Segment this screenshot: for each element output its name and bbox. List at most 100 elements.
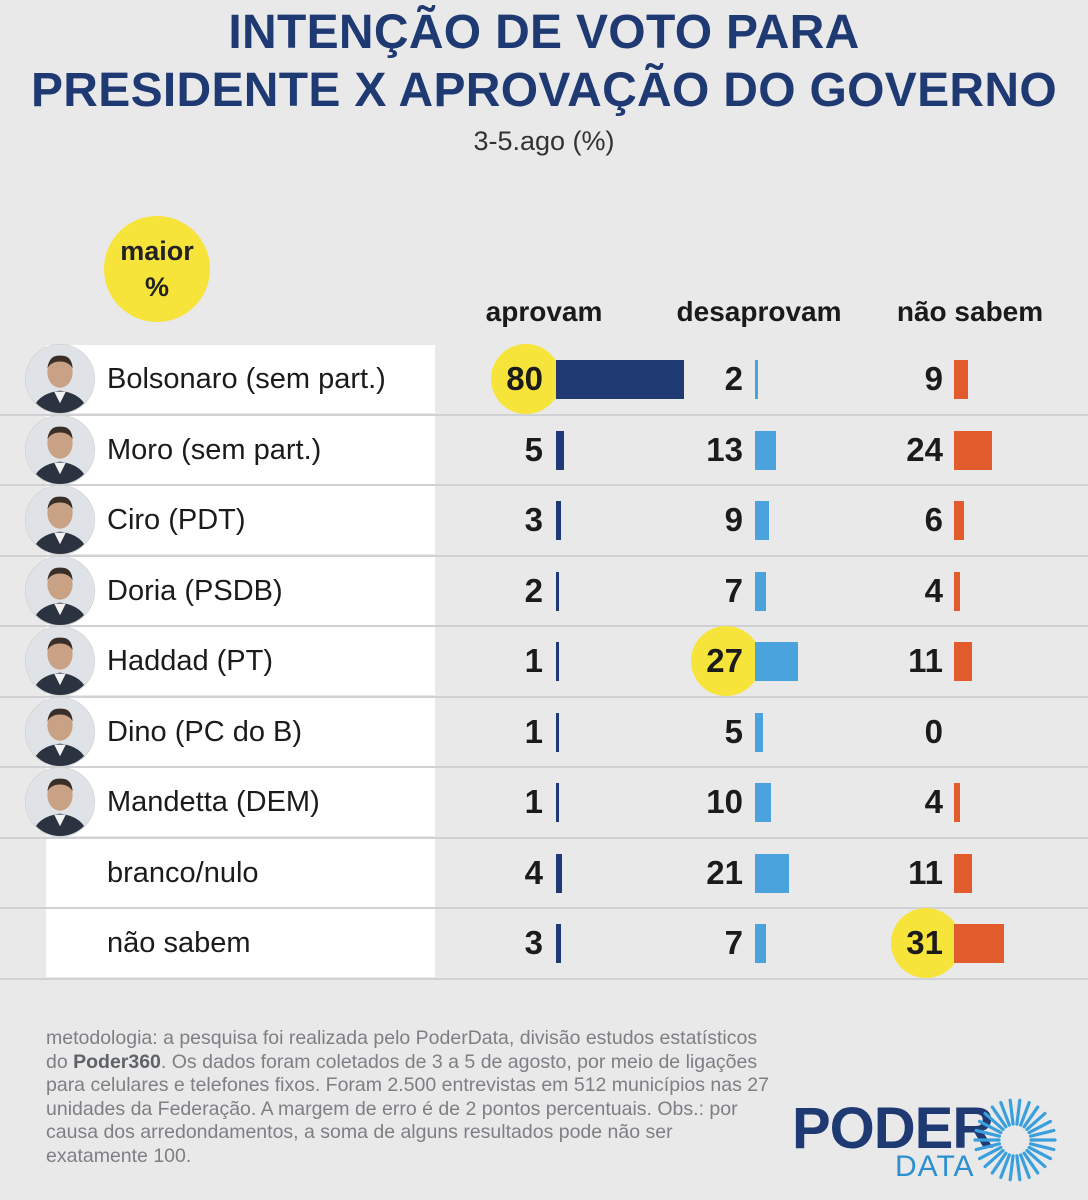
burst-ray [990,1151,1008,1175]
value-label-nao_sabem: 24 [906,430,943,468]
row-separator [0,484,1088,486]
burst-ray [983,1149,1005,1169]
burst-ray [1019,1100,1031,1127]
bar-aprovam [556,430,564,470]
avatar-hair [47,567,73,580]
bar-desaprovam [755,712,763,752]
row-label-background [46,627,435,695]
value-label-aprovam: 1 [524,642,543,679]
burst-ray [974,1128,1002,1138]
burst-ray [1028,1142,1056,1152]
bar-desaprovam [755,783,771,822]
row-separator [0,977,1088,980]
avatar-hair [47,355,73,369]
burst-ray [990,1105,1008,1129]
value-label-nao_sabem: 9 [924,360,943,397]
avatar-collar [54,814,66,827]
burst-ray [1015,1154,1022,1182]
avatar-hair [47,496,73,510]
row-label-background [46,486,435,554]
burst-ray [1022,1105,1040,1129]
burst-ray [983,1111,1005,1131]
bar-aprovam [556,924,561,963]
value-label-desaprovam: 2 [724,360,743,397]
person-silhouette-icon [26,486,94,554]
column-header-aprovam: aprovam [485,296,603,327]
poderdata-burst-icon [973,1098,1057,1182]
poderdata-logo-word-poder: PODER [792,1096,994,1161]
avatar-head [47,497,73,529]
row-label-background [46,768,435,836]
person-silhouette-icon [26,556,94,625]
row-label-background [46,838,435,907]
bar-aprovam [556,360,684,399]
person-silhouette-icon [26,415,94,484]
value-label-aprovam: 2 [524,571,543,609]
value-label-aprovam: 1 [524,712,543,750]
burst-ray [977,1119,1003,1135]
value-label-aprovam: 80 [506,360,543,397]
burst-ray [1028,1128,1056,1138]
results-table: Bolsonaro (sem part.) 80 2 9 Moro (sem part.… [0,344,1088,980]
row-label-background [46,415,435,484]
candidate-photo-avatar [25,696,95,767]
value-label-desaprovam: 10 [706,783,743,820]
candidate-label: branco/nulo [107,856,259,889]
burst-ray [1015,1098,1022,1126]
methodology-note: metodologia: a pesquisa foi realizada pe… [46,1027,776,1169]
avatar-hair [47,708,73,721]
bar-aprovam [556,853,563,893]
value-label-nao_sabem: 11 [908,642,943,679]
bar-aprovam [556,571,560,611]
burst-ray [1008,1154,1015,1182]
value-label-aprovam: 4 [524,853,543,891]
bar-desaprovam [755,501,770,540]
value-label-desaprovam: 13 [706,430,743,468]
column-header-nao-sabem: não sabem [896,296,1044,327]
row-separator [0,836,1088,839]
avatar-head [47,779,73,811]
bar-desaprovam [755,430,776,470]
row-separator [0,695,1088,698]
person-silhouette-icon [26,768,94,836]
row-separator [0,554,1088,557]
methodology-text-2: . Os dados foram coletados de 3 a 5 de a… [46,1050,769,1167]
row-separator [0,625,1088,627]
avatar-collar [54,391,66,404]
highlight-legend-badge: maior % [104,216,210,322]
burst-ray [999,1153,1011,1180]
value-label-desaprovam: 27 [706,642,743,679]
burst-ray [1027,1119,1053,1135]
avatar-hair [47,637,73,651]
burst-ray [999,1100,1011,1127]
row-label-background [46,697,435,766]
avatar-hair [47,426,73,439]
value-label-nao_sabem: 4 [924,571,943,609]
column-header-desaprovam: desaprovam [676,296,842,327]
row-label-background [46,909,435,977]
bar-desaprovam [755,924,767,963]
bar-nao_sabem [954,571,961,611]
avatar-collar [54,744,66,756]
bar-desaprovam [755,571,767,611]
row-separator [0,413,1088,416]
methodology-brand: Poder360 [73,1050,161,1073]
candidate-label: Haddad (PT) [107,645,274,677]
value-label-nao_sabem: 31 [906,924,943,961]
highlight-circle [691,626,761,696]
avatar-collar [54,673,66,686]
value-label-aprovam: 1 [524,783,543,820]
value-label-desaprovam: 7 [724,571,743,609]
avatar-collar [54,603,66,615]
bar-aprovam [556,783,559,822]
value-label-desaprovam: 5 [724,712,743,750]
chart-subtitle: 3-5.ago (%) [473,126,615,156]
value-label-nao_sabem: 11 [908,853,943,891]
value-label-desaprovam: 9 [724,501,743,538]
bar-aprovam [556,642,559,681]
bar-nao_sabem [954,501,964,540]
title-line-1: INTENÇÃO DE VOTO PARA [228,6,860,59]
candidate-photo-avatar [25,767,95,837]
bar-nao_sabem [954,924,1004,963]
highlight-circle [891,908,961,978]
